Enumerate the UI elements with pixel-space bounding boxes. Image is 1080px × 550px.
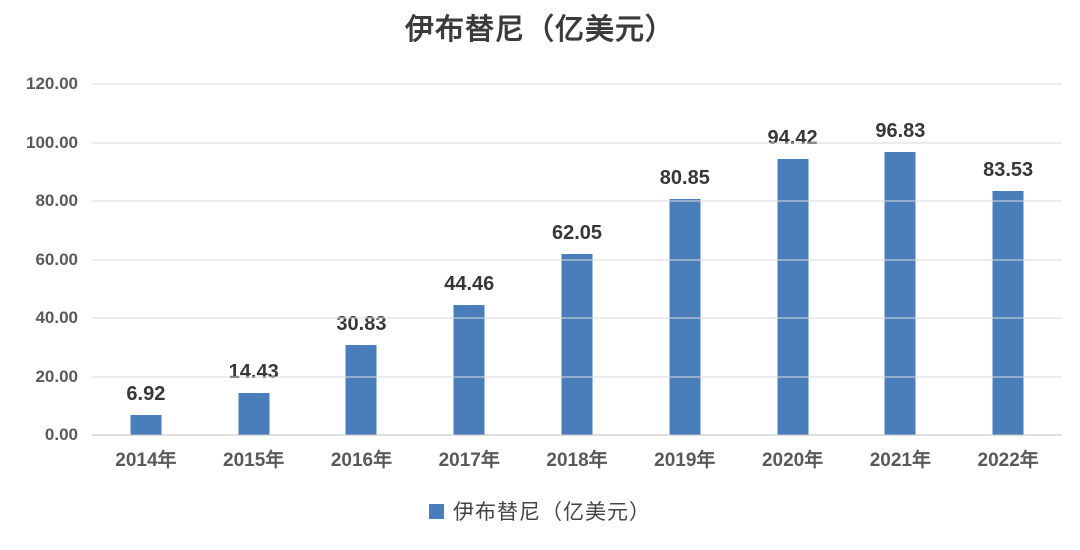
bar-value-label: 62.05 (551, 221, 603, 244)
x-tick-label: 2017年 (438, 450, 500, 471)
gridline (92, 83, 1062, 85)
bar-column: 80.85 (631, 84, 739, 435)
x-tick-label: 2019年 (654, 450, 716, 471)
y-tick-label: 100.00 (26, 132, 78, 152)
x-tick-label: 2014年 (115, 450, 177, 471)
bar-value-label: 44.46 (444, 272, 495, 295)
chart-title: 伊布替尼（亿美元） (404, 14, 675, 46)
gridline (92, 317, 1062, 319)
x-axis-labels: 2014年 2015年 2016年 2017年 2018年 2019年 2020年 2021年… (0, 445, 1080, 472)
y-axis-labels: 0.00 20.00 40.00 60.00 80.00 100.00 120.00 (0, 74, 92, 444)
bar-2016 (345, 344, 377, 435)
legend: 伊布替尼（亿美元） (0, 496, 1080, 526)
bar-value-label: 6.92 (126, 382, 166, 405)
y-tick-label: 0.00 (44, 425, 78, 444)
bar-column: 14.43 (200, 84, 308, 435)
x-tick-label: 2018年 (546, 450, 608, 471)
y-tick-label: 120.00 (26, 74, 78, 93)
bar-value-label: 83.53 (983, 158, 1034, 181)
gridline (92, 142, 1062, 143)
gridline (92, 200, 1062, 202)
y-tick-label: 80.00 (35, 191, 78, 210)
bar-column: 96.83 (846, 84, 954, 435)
bar-column: 44.46 (415, 84, 523, 435)
x-tick-label: 2016年 (330, 450, 393, 471)
bar-column: 83.53 (954, 84, 1062, 435)
gridline (92, 259, 1062, 260)
y-tick-label: 60.00 (35, 249, 78, 269)
bar-column: 6.92 (92, 84, 200, 435)
x-tick-label: 2021年 (869, 450, 931, 471)
bar-2018 (561, 253, 593, 435)
x-tick-label: 2022年 (977, 450, 1039, 471)
bar-value-label: 96.83 (875, 119, 926, 142)
bar-2014 (130, 414, 162, 435)
bar-value-label: 30.83 (336, 312, 387, 335)
bar-value-label: 94.42 (767, 126, 818, 149)
y-tick-label: 20.00 (35, 366, 78, 386)
bars-row: 6.92 14.43 30.83 44.46 62.05 80.85 94.42 96.83 8… (92, 84, 1062, 435)
legend-swatch-icon (429, 503, 444, 519)
bar-2022 (992, 190, 1024, 435)
x-tick-label: 2020年 (761, 450, 824, 471)
bar-2019 (669, 198, 701, 435)
x-axis-line (92, 434, 1062, 436)
legend-label: 伊布替尼（亿美元） (453, 500, 651, 524)
bar-2017 (453, 304, 485, 435)
bar-2021 (884, 151, 916, 435)
bar-value-label: 80.85 (659, 166, 710, 189)
bar-value-label: 14.43 (228, 360, 279, 383)
bar-2020 (777, 158, 809, 435)
plot-area: 6.92 14.43 30.83 44.46 62.05 80.85 94.42 96.83 8… (92, 83, 1062, 436)
bar-column: 62.05 (523, 84, 631, 435)
bar-2015 (238, 392, 270, 435)
y-tick-label: 40.00 (35, 308, 78, 327)
bar-column: 94.42 (739, 84, 847, 435)
chart-body: 0.00 20.00 40.00 60.00 80.00 100.00 120.00 6.9… (0, 74, 1080, 444)
x-tick-label: 2015年 (223, 450, 285, 471)
gridline (92, 376, 1062, 377)
